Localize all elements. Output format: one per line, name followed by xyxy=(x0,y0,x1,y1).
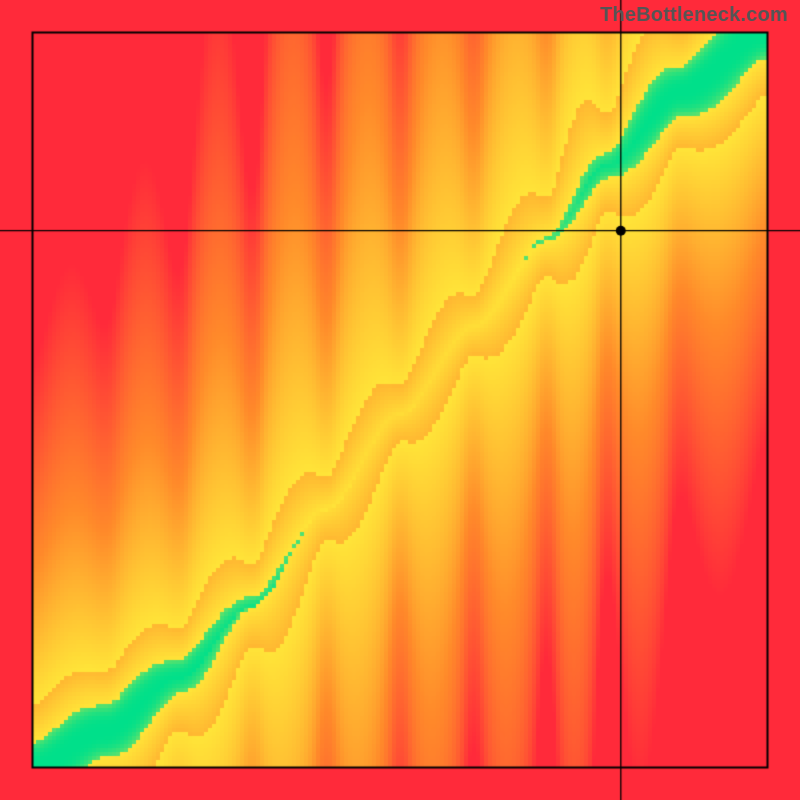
chart-container: TheBottleneck.com xyxy=(0,0,800,800)
bottleneck-heatmap xyxy=(0,0,800,800)
watermark-text: TheBottleneck.com xyxy=(600,4,788,27)
